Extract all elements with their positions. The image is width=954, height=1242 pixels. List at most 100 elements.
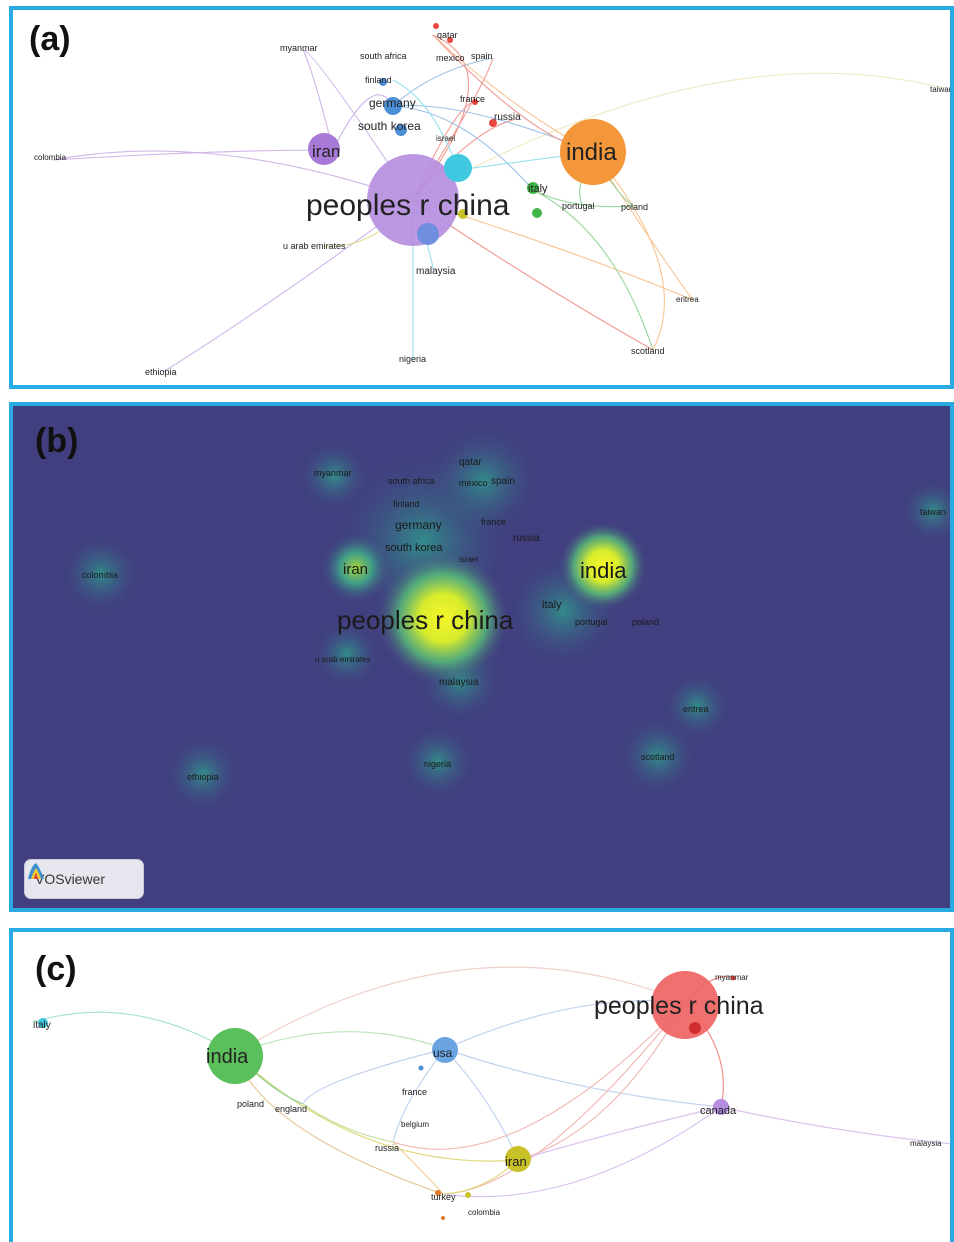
node-germany[interactable] bbox=[384, 97, 402, 115]
node-russia[interactable] bbox=[489, 119, 497, 127]
label-italy: italy bbox=[528, 183, 548, 195]
network-panel-a: myanmar south africa qatar mexico spain … bbox=[9, 6, 954, 389]
label-peoples-r-china: peoples r china bbox=[337, 605, 514, 635]
node-yellow-tiny bbox=[465, 1192, 471, 1198]
panel-label-b: (b) bbox=[35, 422, 79, 460]
label-canada: canada bbox=[700, 1105, 737, 1117]
panel-label-c: (c) bbox=[35, 950, 77, 988]
label-mexico: mexico bbox=[459, 478, 488, 488]
label-israel: israel bbox=[459, 555, 478, 564]
vosviewer-badge[interactable]: VOSviewer bbox=[24, 859, 144, 899]
label-south-korea: south korea bbox=[385, 542, 443, 554]
label-india: india bbox=[580, 558, 627, 583]
label-peoples-r-china: peoples r china bbox=[594, 992, 764, 1020]
label-eritrea: eritrea bbox=[676, 295, 699, 304]
label-mexico: mexico bbox=[436, 53, 465, 63]
density-canvas-b: myanmar qatar south africa mexico spain … bbox=[59, 421, 950, 814]
label-colombia: colombia bbox=[34, 153, 67, 162]
label-france: france bbox=[460, 94, 485, 104]
node-italy[interactable] bbox=[38, 1018, 48, 1028]
node-layer-a bbox=[308, 23, 626, 246]
node-layer-c bbox=[38, 971, 954, 1220]
node-turkey[interactable] bbox=[435, 1190, 441, 1196]
label-spain: spain bbox=[471, 51, 493, 61]
label-malaysia: malaysia bbox=[416, 266, 456, 277]
node-cluster-cyan bbox=[444, 154, 472, 182]
label-russia: russia bbox=[375, 1143, 399, 1153]
node-italy[interactable] bbox=[527, 182, 539, 194]
node-qatar[interactable] bbox=[433, 23, 439, 29]
node-iran[interactable] bbox=[308, 133, 340, 165]
label-peoples-r-china: peoples r china bbox=[306, 189, 510, 222]
label-india: india bbox=[566, 139, 617, 166]
node-finland[interactable] bbox=[379, 78, 387, 86]
vosviewer-logo-icon bbox=[28, 863, 44, 879]
density-layer-b bbox=[59, 421, 950, 814]
density-panel-b: myanmar qatar south africa mexico spain … bbox=[9, 402, 954, 912]
node-india[interactable] bbox=[560, 119, 626, 185]
node-iran[interactable] bbox=[505, 1146, 531, 1172]
label-myanmar: myanmar bbox=[715, 973, 749, 982]
label-myanmar: myanmar bbox=[314, 468, 352, 478]
label-iran: iran bbox=[343, 561, 368, 578]
panel-label-a: (a) bbox=[29, 20, 71, 58]
label-usa: usa bbox=[433, 1046, 453, 1060]
label-poland: poland bbox=[632, 617, 659, 627]
edge-layer-c bbox=[32, 966, 950, 1198]
label-france: france bbox=[481, 517, 506, 527]
label-u-arab-emirates: u arab emirates bbox=[315, 655, 371, 664]
label-south-africa: south africa bbox=[360, 51, 407, 61]
node-india[interactable] bbox=[207, 1028, 263, 1084]
label-belgium: belgium bbox=[401, 1120, 429, 1129]
node-usa[interactable] bbox=[432, 1037, 458, 1063]
label-russia: russia bbox=[513, 533, 540, 544]
label-portugal: portugal bbox=[575, 617, 608, 627]
label-poland: poland bbox=[621, 202, 648, 212]
node-peoples-r-china[interactable] bbox=[651, 971, 719, 1039]
node-orange-tiny bbox=[441, 1216, 445, 1220]
label-layer-a: myanmar south africa qatar mexico spain … bbox=[34, 30, 950, 377]
network-panel-c: myanmar peoples r china italy india usa … bbox=[9, 928, 954, 1242]
label-eritrea: eritrea bbox=[683, 704, 709, 714]
node-france[interactable] bbox=[472, 99, 478, 105]
label-scotland: scotland bbox=[641, 752, 675, 762]
node-france[interactable] bbox=[418, 1065, 424, 1071]
node-canada[interactable] bbox=[713, 1099, 729, 1115]
label-finland: finland bbox=[365, 75, 392, 85]
label-ethiopia: ethiopia bbox=[145, 367, 177, 377]
label-iran: iran bbox=[312, 142, 340, 161]
node-south-korea[interactable] bbox=[395, 124, 407, 136]
node-yellow-small bbox=[458, 209, 468, 219]
label-nigeria: nigeria bbox=[399, 354, 426, 364]
label-russia: russia bbox=[494, 112, 521, 123]
label-taiwan: taiwan bbox=[920, 507, 946, 517]
label-italy: italy bbox=[542, 599, 562, 611]
label-spain: spain bbox=[491, 476, 515, 487]
label-scotland: scotland bbox=[631, 346, 665, 356]
label-germany: germany bbox=[395, 518, 442, 532]
label-malaysia: malaysia bbox=[439, 677, 479, 688]
label-colombia: colombia bbox=[82, 570, 118, 580]
network-canvas-a: myanmar south africa qatar mexico spain … bbox=[34, 23, 950, 377]
label-ethiopia: ethiopia bbox=[187, 772, 219, 782]
node-mexico[interactable] bbox=[447, 37, 453, 43]
label-israel: israel bbox=[436, 134, 455, 143]
label-layer-c: myanmar peoples r china italy india usa … bbox=[33, 973, 942, 1217]
label-poland: poland bbox=[237, 1099, 264, 1109]
label-qatar: qatar bbox=[437, 30, 458, 40]
label-england: england bbox=[275, 1104, 307, 1114]
label-italy: italy bbox=[33, 1020, 51, 1031]
node-myanmar[interactable] bbox=[730, 975, 736, 981]
node-cluster-blue bbox=[417, 223, 439, 245]
label-nigeria: nigeria bbox=[424, 759, 451, 769]
node-red-small bbox=[689, 1022, 701, 1034]
label-france: france bbox=[402, 1087, 427, 1097]
network-canvas-c: myanmar peoples r china italy india usa … bbox=[32, 966, 954, 1220]
node-peoples-r-china[interactable] bbox=[367, 154, 459, 246]
label-colombia: colombia bbox=[468, 1208, 501, 1217]
vosviewer-badge-label: VOSviewer bbox=[35, 871, 106, 887]
label-qatar: qatar bbox=[459, 457, 482, 468]
label-south-korea: south korea bbox=[358, 119, 421, 133]
label-germany: germany bbox=[369, 96, 416, 110]
node-malaysia[interactable] bbox=[950, 1141, 954, 1147]
